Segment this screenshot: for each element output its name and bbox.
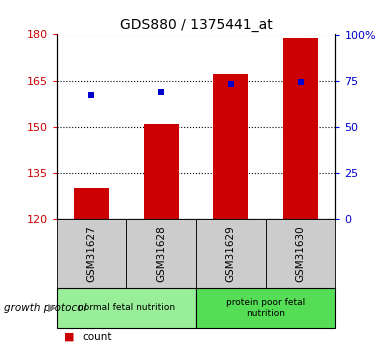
Text: GSM31627: GSM31627 <box>87 225 96 282</box>
Bar <box>283 38 318 219</box>
Text: GSM31629: GSM31629 <box>226 225 236 282</box>
Text: GSM31630: GSM31630 <box>296 225 305 282</box>
Bar <box>144 124 179 219</box>
Title: GDS880 / 1375441_at: GDS880 / 1375441_at <box>120 18 272 32</box>
Text: ■: ■ <box>64 332 75 342</box>
Text: normal fetal nutrition: normal fetal nutrition <box>78 303 175 313</box>
Text: ▶: ▶ <box>48 303 57 313</box>
Text: growth protocol: growth protocol <box>4 303 87 313</box>
Bar <box>213 75 248 219</box>
Text: protein poor fetal
nutrition: protein poor fetal nutrition <box>226 298 305 318</box>
Text: count: count <box>82 332 112 342</box>
Bar <box>74 188 109 219</box>
Text: GSM31628: GSM31628 <box>156 225 166 282</box>
